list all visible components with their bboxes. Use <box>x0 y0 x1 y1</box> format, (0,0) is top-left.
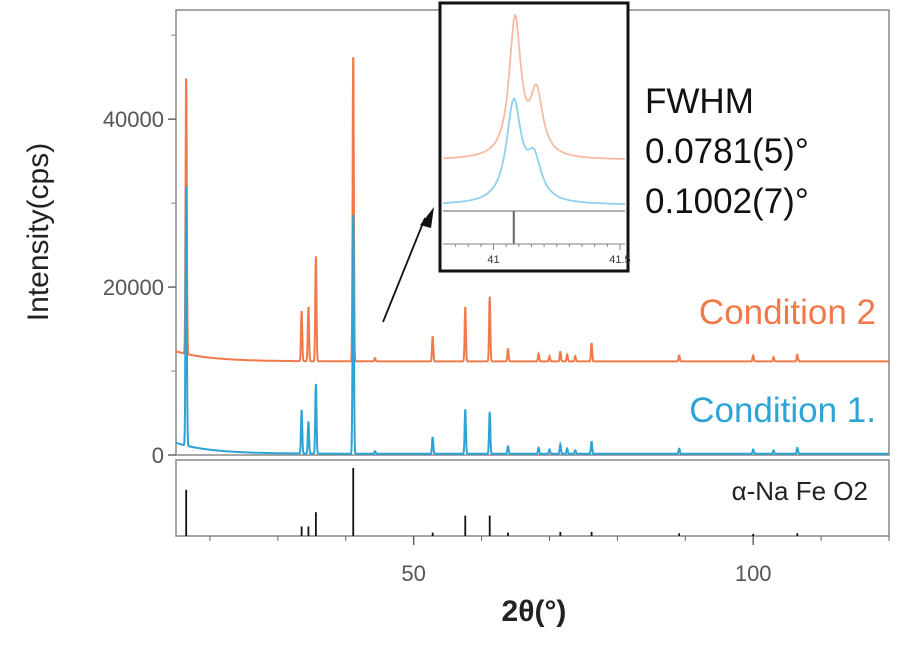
inset-frame <box>438 1 630 273</box>
y-axis-title: Intensity(cps) <box>22 143 55 321</box>
reference-panel-frame <box>175 459 890 537</box>
x-axis-title: 2θ(°) <box>502 595 567 628</box>
x-tick-label: 50 <box>401 561 425 586</box>
inset-zoom: 41 41.5 <box>438 1 631 273</box>
fwhm-value-1: 0.0781(5)° <box>645 132 809 171</box>
x-tick-label: 100 <box>735 561 772 586</box>
inset-line-condition-1 <box>442 97 625 205</box>
y-axis-ticks: 0 20000 40000 <box>103 34 176 468</box>
reference-sticks <box>185 468 799 536</box>
y-tick-label: 40000 <box>103 107 164 132</box>
inset-pointer-arrow <box>382 217 426 323</box>
inset-x-ticks <box>455 244 621 250</box>
fwhm-title: FWHM <box>645 82 754 121</box>
inset-line-condition-2 <box>442 13 625 160</box>
series-line-condition-2 <box>175 57 889 363</box>
arrow-head <box>420 207 434 228</box>
series-label-condition-1: Condition 1. <box>689 391 876 430</box>
reference-label: α-Na Fe O2 <box>732 476 868 506</box>
x-axis-ticks: 50 100 <box>209 536 890 586</box>
y-tick-label: 0 <box>152 443 164 468</box>
series-line-condition-1 <box>175 186 889 455</box>
inset-tick-label: 41 <box>487 254 499 266</box>
inset-tick-label: 41.5 <box>609 254 630 266</box>
series-label-condition-2: Condition 2 <box>699 293 876 332</box>
y-tick-label: 20000 <box>103 275 164 300</box>
fwhm-value-2: 0.1002(7)° <box>645 182 809 221</box>
